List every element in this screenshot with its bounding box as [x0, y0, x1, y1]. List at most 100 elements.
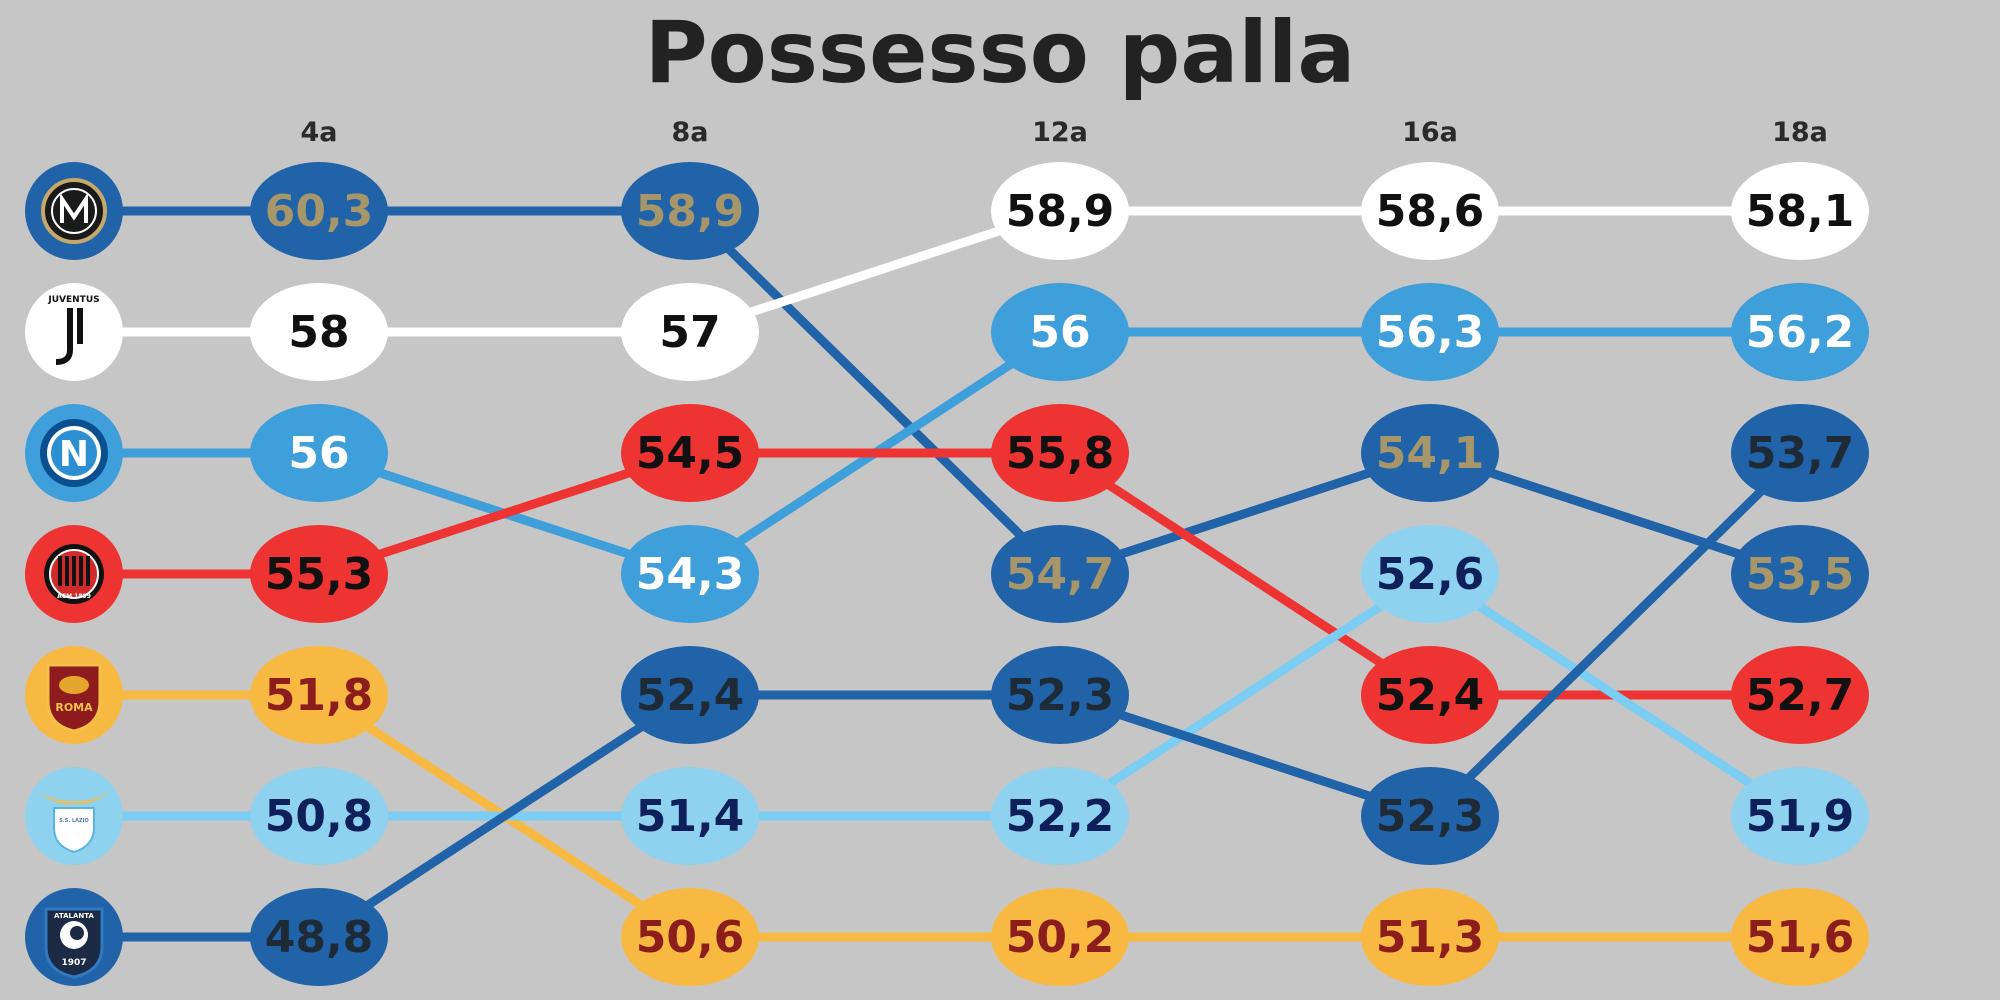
value-ellipse [250, 646, 388, 744]
value-ellipse [250, 283, 388, 381]
value-ellipse [1361, 767, 1499, 865]
value-ellipse [1731, 162, 1869, 260]
value-ellipse [250, 525, 388, 623]
value-label: 56,2 [1746, 307, 1855, 358]
column-label: 4a [300, 117, 337, 148]
value-label: 58,1 [1746, 186, 1855, 237]
lazio-logo: S.S. LAZIO [25, 767, 123, 865]
value-label: 52,2 [1006, 791, 1115, 842]
svg-text:1907: 1907 [61, 958, 86, 968]
value-marker: 54,5 [621, 404, 759, 502]
value-label: 51,3 [1376, 912, 1485, 963]
value-marker: 51,4 [621, 767, 759, 865]
svg-text:S.S. LAZIO: S.S. LAZIO [59, 818, 89, 824]
value-ellipse [250, 404, 388, 502]
value-label: 50,2 [1006, 912, 1115, 963]
value-label: 50,6 [636, 912, 745, 963]
value-label: 55,8 [1006, 428, 1115, 479]
value-markers: 60,3 58,9 54,7 54,1 53,5 58 57 58,9 58,6 58,1 56 54… [250, 162, 1869, 986]
value-marker: 50,8 [250, 767, 388, 865]
column-labels: 4a 8a 12a 16a 18a [300, 117, 1827, 148]
value-label: 56,3 [1376, 307, 1485, 358]
value-ellipse [1361, 646, 1499, 744]
value-label: 54,1 [1376, 428, 1485, 479]
value-ellipse [991, 283, 1129, 381]
value-label: 54,5 [636, 428, 745, 479]
svg-text:ACM 1899: ACM 1899 [57, 593, 91, 600]
roma-logo: ROMA [25, 646, 123, 744]
value-label: 57 [659, 307, 720, 358]
value-marker: 51,3 [1361, 888, 1499, 986]
value-ellipse [250, 162, 388, 260]
value-marker: 52,3 [991, 646, 1129, 744]
atalanta-logo: ATALANTA 1907 [25, 888, 123, 986]
value-marker: 57 [621, 283, 759, 381]
value-label: 53,5 [1746, 549, 1855, 600]
value-marker: 55,3 [250, 525, 388, 623]
value-label: 52,7 [1746, 670, 1855, 721]
chart-title: Possesso palla [645, 3, 1356, 103]
value-label: 58,9 [636, 186, 745, 237]
value-marker: 52,4 [621, 646, 759, 744]
column-label: 16a [1402, 117, 1458, 148]
series-line-inter [69, 206, 1805, 579]
value-marker: 50,2 [991, 888, 1129, 986]
column-label: 18a [1772, 117, 1828, 148]
value-marker: 56 [250, 404, 388, 502]
value-ellipse [1731, 283, 1869, 381]
value-ellipse [250, 888, 388, 986]
value-label: 51,6 [1746, 912, 1855, 963]
value-marker: 56,3 [1361, 283, 1499, 381]
team-logos: JUVENTUS N ACM 1899 ROMA S.S. LAZIO ATALANTA 1… [25, 162, 123, 986]
value-marker: 51,9 [1731, 767, 1869, 865]
value-ellipse [1361, 404, 1499, 502]
svg-text:ATALANTA: ATALANTA [54, 912, 94, 920]
value-marker: 48,8 [250, 888, 388, 986]
value-label: 58 [288, 307, 349, 358]
svg-text:ROMA: ROMA [55, 701, 93, 714]
value-ellipse [621, 888, 759, 986]
value-label: 50,8 [265, 791, 374, 842]
value-marker: 54,7 [991, 525, 1129, 623]
value-label: 56 [288, 428, 349, 479]
value-label: 55,3 [265, 549, 374, 600]
juventus-logo: JUVENTUS [25, 283, 123, 381]
value-ellipse [621, 162, 759, 260]
column-label: 12a [1032, 117, 1088, 148]
value-ellipse [621, 525, 759, 623]
column-label: 8a [671, 117, 708, 148]
value-marker: 54,3 [621, 525, 759, 623]
value-ellipse [991, 767, 1129, 865]
value-label: 60,3 [265, 186, 374, 237]
value-marker: 52,6 [1361, 525, 1499, 623]
value-label: 52,3 [1376, 791, 1485, 842]
value-ellipse [991, 646, 1129, 744]
value-marker: 58,9 [621, 162, 759, 260]
milan-logo: ACM 1899 [25, 525, 123, 623]
value-marker: 53,5 [1731, 525, 1869, 623]
svg-text:N: N [59, 434, 89, 475]
value-ellipse [621, 404, 759, 502]
value-marker: 58,6 [1361, 162, 1499, 260]
value-label: 54,7 [1006, 549, 1115, 600]
value-marker: 55,8 [991, 404, 1129, 502]
value-label: 53,7 [1746, 428, 1855, 479]
value-label: 52,4 [1376, 670, 1485, 721]
value-ellipse [991, 525, 1129, 623]
value-ellipse [1731, 404, 1869, 502]
value-label: 58,9 [1006, 186, 1115, 237]
value-label: 52,4 [636, 670, 745, 721]
value-marker: 52,7 [1731, 646, 1869, 744]
value-label: 56 [1029, 307, 1090, 358]
value-ellipse [1731, 646, 1869, 744]
svg-text:JUVENTUS: JUVENTUS [47, 295, 99, 305]
value-label: 51,9 [1746, 791, 1855, 842]
value-marker: 52,3 [1361, 767, 1499, 865]
value-ellipse [1731, 888, 1869, 986]
value-ellipse [1731, 525, 1869, 623]
value-ellipse [1361, 162, 1499, 260]
value-marker: 51,6 [1731, 888, 1869, 986]
value-marker: 58 [250, 283, 388, 381]
napoli-logo: N [25, 404, 123, 502]
value-ellipse [1731, 767, 1869, 865]
